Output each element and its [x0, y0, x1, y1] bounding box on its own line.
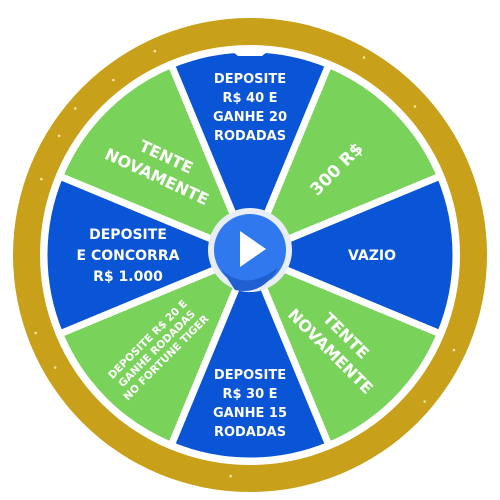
segment-label-line: RODADAS: [214, 425, 286, 440]
rim-sparkle: [34, 331, 38, 335]
wheel-segment-4: [246, 251, 444, 449]
rim-sparkle: [452, 348, 456, 352]
wheel-segments: [40, 45, 460, 465]
segment-label-1: DEPOSITE R$ 40 E GANHE 20 RODADAS: [213, 72, 287, 144]
rim-sparkle: [423, 400, 426, 403]
spin-button[interactable]: [208, 208, 292, 292]
segment-label-7: DEPOSITE E CONCORRA R$ 1.000: [77, 227, 180, 285]
rim-sparkle: [413, 105, 417, 108]
rim-sparkle: [153, 49, 157, 53]
rim-sparkle: [229, 474, 232, 478]
wheel-segment-2: [246, 61, 444, 259]
rim-sparkle: [40, 177, 43, 181]
segment-label-line: DEPOSITE: [214, 368, 286, 383]
pointer-notch-icon: [228, 48, 272, 56]
wheel-segment-3: [246, 172, 460, 338]
play-icon: [240, 231, 266, 267]
segment-label-line: E CONCORRA: [77, 248, 180, 264]
wheel-segment-6: [56, 251, 254, 449]
rim-sparkles: [34, 49, 456, 478]
segment-label-5: DEPOSITE R$ 30 E GANHE 15 RODADAS: [213, 368, 287, 440]
rim-sparkle: [74, 107, 77, 110]
spin-button-tail: [222, 268, 278, 292]
segment-label-line: DEPOSITE: [89, 227, 167, 243]
segment-label-line: GANHE 20: [213, 110, 287, 125]
rim-sparkle: [53, 366, 57, 369]
rim-sparkle: [362, 56, 366, 59]
segment-label-line: R$ 30 E: [222, 387, 277, 402]
segment-label-3: VAZIO: [348, 248, 396, 264]
wheel-segment-5: [167, 251, 333, 465]
segment-label-line: VAZIO: [348, 248, 396, 264]
wheel-segment-7: [40, 172, 254, 338]
wheel-segment-8: [56, 61, 254, 259]
segment-label-line: RODADAS: [214, 129, 286, 144]
segment-label-line: R$ 1.000: [93, 269, 163, 285]
rim-sparkle: [112, 78, 115, 82]
segment-label-line: GANHE 15: [213, 406, 287, 421]
segment-label-line: R$ 40 E: [222, 91, 277, 106]
rim-sparkle: [57, 134, 61, 138]
segment-label-line: DEPOSITE: [214, 72, 286, 87]
